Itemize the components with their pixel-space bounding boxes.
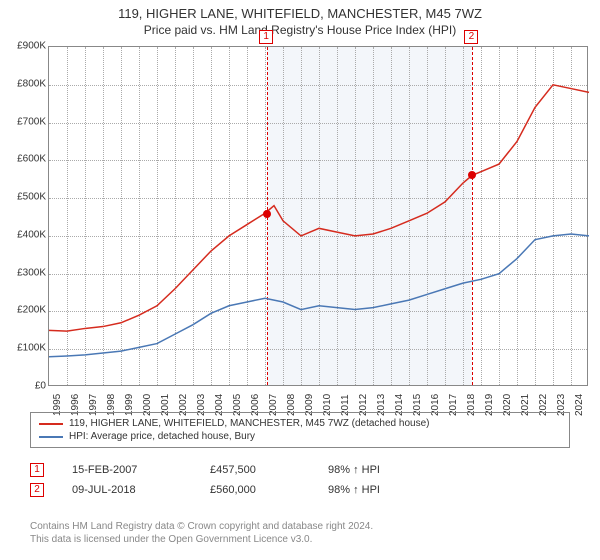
event-table: 1 15-FEB-2007 £457,500 98% ↑ HPI 2 09-JU… — [30, 460, 380, 500]
ytick-label: £600K — [17, 154, 46, 165]
ytick-label: £300K — [17, 267, 46, 278]
event-dot-1 — [263, 210, 271, 218]
event-date-2: 09-JUL-2018 — [72, 484, 182, 496]
event-marker-1: 1 — [259, 30, 273, 44]
footer-line-1: Contains HM Land Registry data © Crown c… — [30, 520, 373, 533]
event-pct-2: 98% ↑ HPI — [328, 484, 380, 496]
xtick-label: 2024 — [574, 394, 585, 416]
chart-title: 119, HIGHER LANE, WHITEFIELD, MANCHESTER… — [0, 0, 600, 23]
event-pct-1: 98% ↑ HPI — [328, 464, 380, 476]
event-row-2: 2 09-JUL-2018 £560,000 98% ↑ HPI — [30, 480, 380, 500]
ytick-label: £400K — [17, 229, 46, 240]
ytick-label: £900K — [17, 41, 46, 52]
event-price-1: £457,500 — [210, 464, 300, 476]
event-date-1: 15-FEB-2007 — [72, 464, 182, 476]
legend-item-property: 119, HIGHER LANE, WHITEFIELD, MANCHESTER… — [39, 417, 561, 430]
legend-label-property: 119, HIGHER LANE, WHITEFIELD, MANCHESTER… — [69, 418, 429, 429]
ytick-label: £200K — [17, 305, 46, 316]
legend-item-hpi: HPI: Average price, detached house, Bury — [39, 430, 561, 443]
ytick-label: £0 — [35, 381, 46, 392]
ytick-label: £500K — [17, 192, 46, 203]
ytick-label: £800K — [17, 78, 46, 89]
plot-area — [48, 46, 588, 386]
chart-container: 119, HIGHER LANE, WHITEFIELD, MANCHESTER… — [0, 0, 600, 560]
line-series — [49, 47, 587, 385]
legend-label-hpi: HPI: Average price, detached house, Bury — [69, 431, 255, 442]
footer-line-2: This data is licensed under the Open Gov… — [30, 533, 373, 546]
chart-subtitle: Price paid vs. HM Land Registry's House … — [0, 23, 600, 41]
event-price-2: £560,000 — [210, 484, 300, 496]
legend-swatch-property — [39, 423, 63, 425]
footer: Contains HM Land Registry data © Crown c… — [30, 520, 373, 546]
event-id-2: 2 — [30, 483, 44, 497]
event-dot-2 — [468, 171, 476, 179]
event-marker-2: 2 — [464, 30, 478, 44]
legend-swatch-hpi — [39, 436, 63, 438]
ytick-label: £100K — [17, 343, 46, 354]
legend: 119, HIGHER LANE, WHITEFIELD, MANCHESTER… — [30, 412, 570, 448]
event-id-1: 1 — [30, 463, 44, 477]
event-row-1: 1 15-FEB-2007 £457,500 98% ↑ HPI — [30, 460, 380, 480]
ytick-label: £700K — [17, 116, 46, 127]
